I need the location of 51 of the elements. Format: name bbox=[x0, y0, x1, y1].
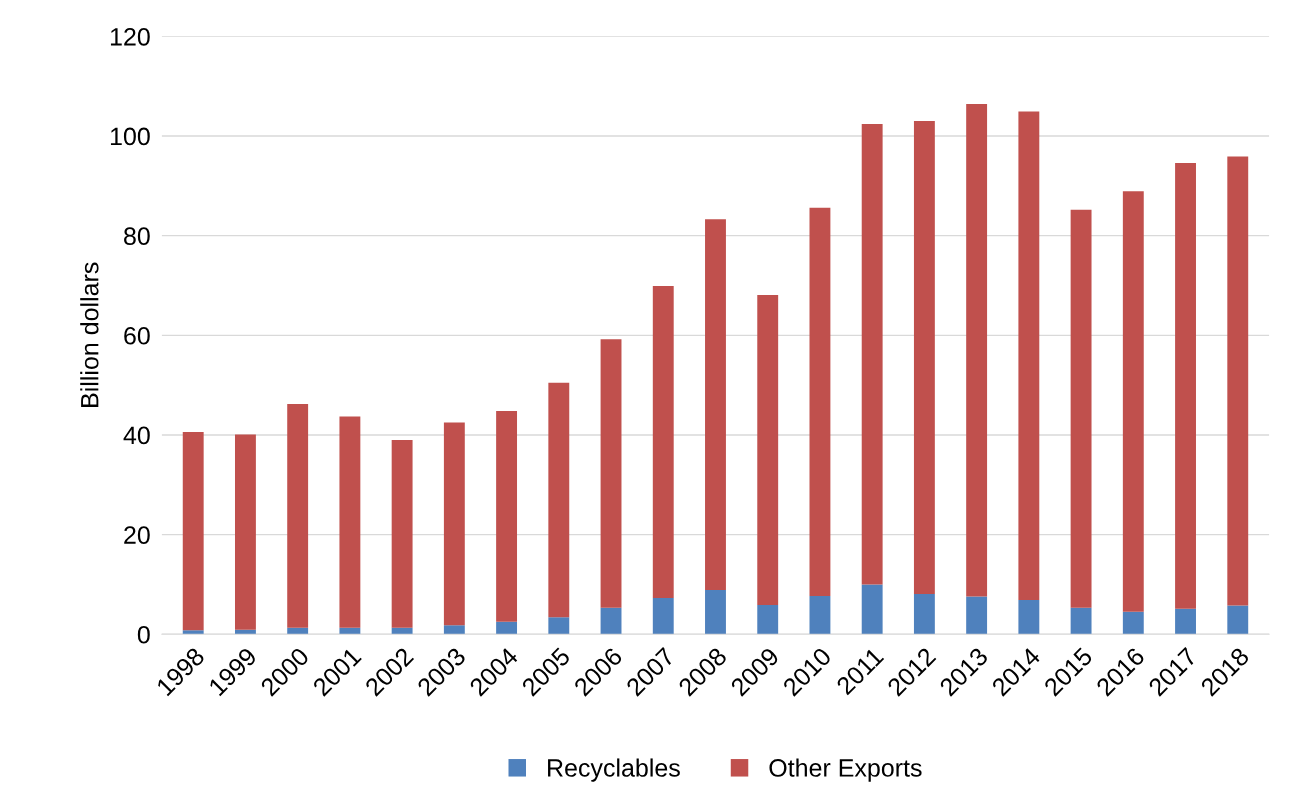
bar bbox=[913, 593, 935, 635]
bar bbox=[1175, 162, 1196, 609]
bar bbox=[705, 219, 726, 590]
bar bbox=[1018, 111, 1040, 600]
bar bbox=[339, 416, 361, 628]
bar bbox=[287, 627, 309, 635]
bar bbox=[182, 431, 204, 631]
bar bbox=[287, 404, 309, 628]
bar bbox=[443, 625, 465, 635]
bar bbox=[600, 607, 622, 635]
bar bbox=[757, 604, 779, 635]
bar bbox=[600, 339, 622, 608]
bar bbox=[1122, 191, 1144, 612]
bar bbox=[652, 285, 674, 598]
bar bbox=[1070, 607, 1092, 635]
bar bbox=[234, 434, 256, 630]
y-tick-label: 60 bbox=[124, 326, 150, 345]
bar bbox=[391, 439, 413, 628]
bar bbox=[1227, 156, 1249, 606]
y-tick-label: 20 bbox=[124, 526, 150, 544]
bar bbox=[1227, 605, 1249, 635]
bar bbox=[861, 124, 883, 585]
bar bbox=[652, 597, 674, 635]
y-axis-title: Billion dollars bbox=[80, 262, 99, 407]
bar bbox=[496, 411, 518, 622]
bar bbox=[443, 422, 465, 626]
bar bbox=[809, 207, 831, 596]
legend-label: Recyclables bbox=[548, 758, 680, 782]
bar bbox=[1070, 209, 1092, 608]
bar bbox=[548, 617, 570, 635]
bar bbox=[861, 584, 883, 635]
bar bbox=[496, 621, 518, 635]
bar bbox=[913, 121, 935, 594]
bar bbox=[548, 382, 570, 618]
bar bbox=[1175, 608, 1196, 635]
bar bbox=[966, 104, 988, 597]
y-tick-label: 120 bbox=[110, 27, 150, 46]
bar bbox=[339, 627, 361, 635]
bar bbox=[809, 595, 831, 635]
y-tick-label: 100 bbox=[110, 127, 150, 146]
y-tick-label: 0 bbox=[137, 625, 150, 644]
y-tick-label: 80 bbox=[124, 227, 150, 245]
bar bbox=[757, 294, 779, 605]
bar bbox=[391, 627, 413, 635]
bar bbox=[966, 596, 988, 635]
bar bbox=[182, 630, 204, 635]
bar bbox=[1018, 599, 1040, 635]
bar bbox=[705, 589, 726, 635]
bar bbox=[1122, 611, 1144, 635]
legend-label: Other Exports bbox=[769, 758, 922, 782]
y-tick-label: 40 bbox=[123, 426, 150, 445]
